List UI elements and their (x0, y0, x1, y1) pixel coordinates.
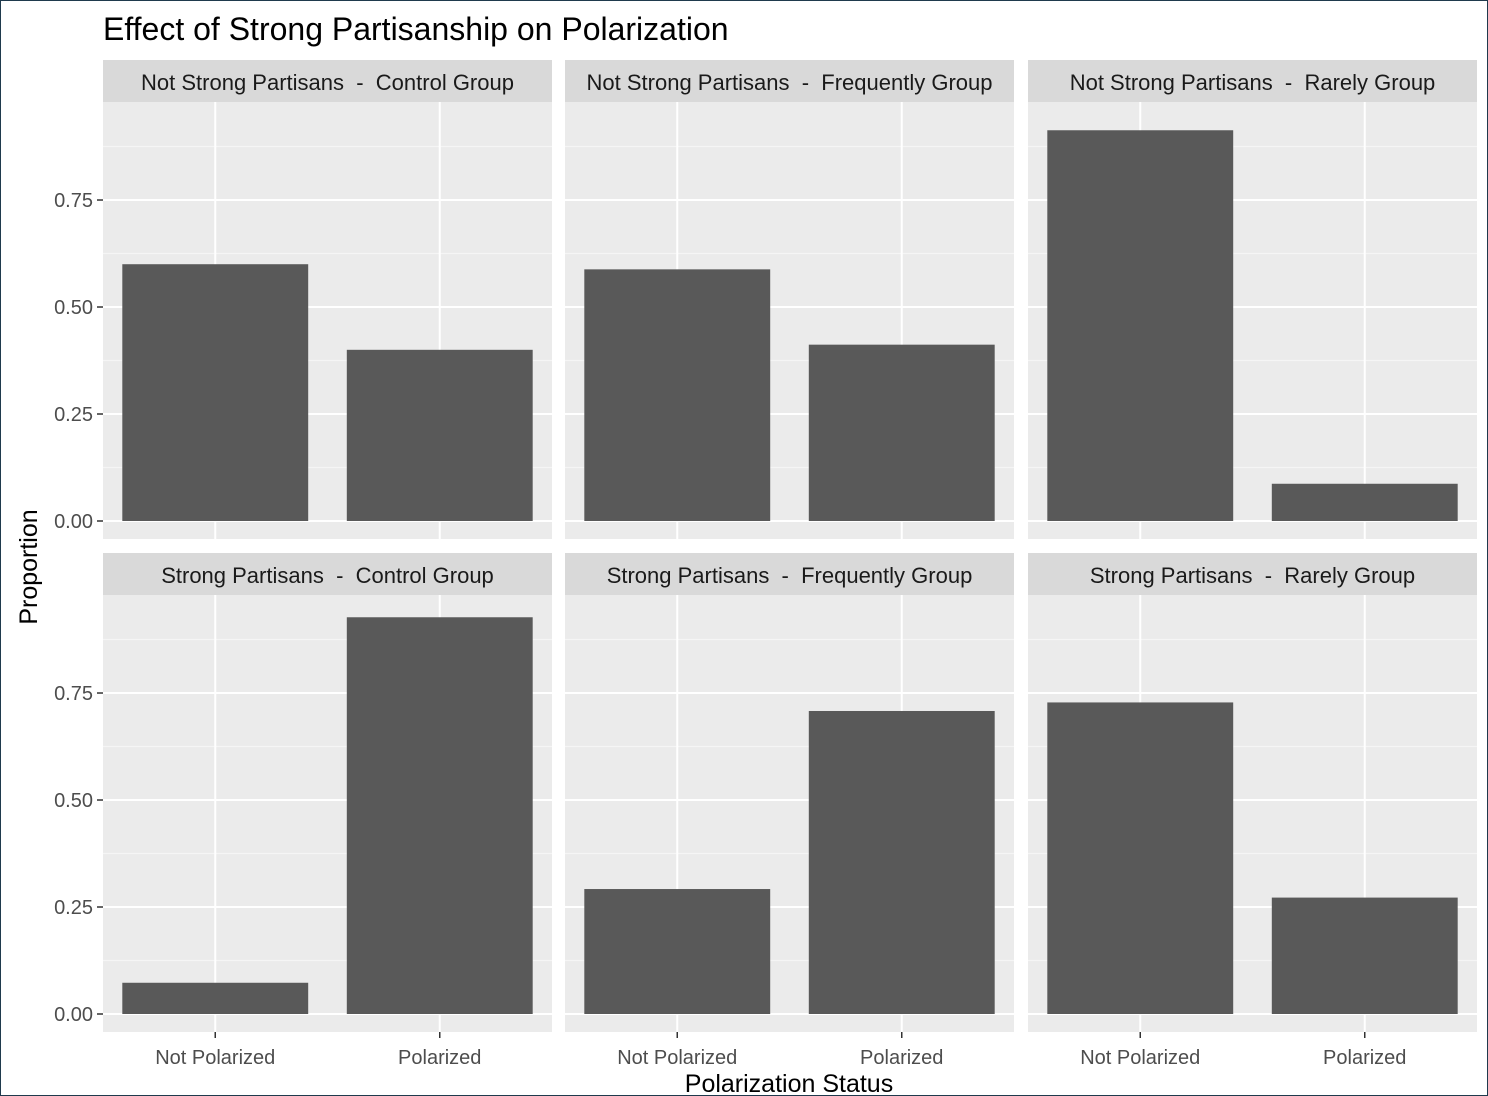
y-axis-title: Proportion (15, 509, 43, 624)
bar (584, 889, 771, 1014)
facet-strip (103, 553, 552, 595)
facet-panel: Not Strong Partisans - Control Group 0.00… (54, 60, 552, 539)
bar (122, 982, 309, 1014)
facet-panel: Strong Partisans - Rarely Group Not Polar… (1028, 553, 1477, 1069)
facet-strip (565, 553, 1014, 595)
bar (346, 349, 533, 521)
facet-strip (1028, 60, 1477, 102)
x-tick-label: Not Polarized (1080, 1047, 1200, 1069)
bar (1047, 702, 1234, 1014)
y-tick-label: 0.00 (54, 1004, 93, 1026)
y-tick-label: 0.25 (54, 897, 93, 919)
x-axis-title: Polarization Status (685, 1070, 893, 1096)
facet-strip-label: Strong Partisans - Rarely Group (1090, 563, 1415, 588)
bar (584, 269, 771, 521)
bar (1271, 483, 1458, 521)
x-tick-label: Not Polarized (155, 1047, 275, 1069)
y-tick-label: 0.00 (54, 511, 93, 533)
bar (808, 344, 995, 521)
facet-strip-label: Not Strong Partisans - Control Group (141, 70, 514, 95)
chart-title: Effect of Strong Partisanship on Polariz… (103, 11, 729, 47)
facet-panel: Not Strong Partisans - Frequently Group (565, 60, 1014, 539)
bar (808, 710, 995, 1014)
facet-strip-label: Strong Partisans - Control Group (161, 563, 494, 588)
facet-strip-label: Not Strong Partisans - Rarely Group (1070, 70, 1436, 95)
bar (346, 617, 533, 1014)
facet-strip-label: Not Strong Partisans - Frequently Group (587, 70, 993, 95)
x-tick-label: Not Polarized (617, 1047, 737, 1069)
facet-panels: Not Strong Partisans - Control Group 0.00… (54, 60, 1477, 1069)
facet-strip-label: Strong Partisans - Frequently Group (607, 563, 973, 588)
y-tick-label: 0.25 (54, 404, 93, 426)
y-tick-label: 0.75 (54, 190, 93, 212)
facet-strip (103, 60, 552, 102)
x-tick-label: Polarized (398, 1047, 481, 1069)
facet-strip (565, 60, 1014, 102)
bar (1271, 897, 1458, 1014)
bar (1047, 130, 1234, 521)
y-tick-label: 0.50 (54, 297, 93, 319)
facet-panel: Strong Partisans - Frequently Group Not P… (565, 553, 1014, 1069)
facet-panel: Strong Partisans - Control Group 0.00 0.25… (54, 553, 552, 1069)
x-tick-label: Polarized (860, 1047, 943, 1069)
x-tick-label: Polarized (1323, 1047, 1406, 1069)
facet-panel: Not Strong Partisans - Rarely Group (1028, 60, 1477, 539)
y-tick-label: 0.75 (54, 683, 93, 705)
facet-strip (1028, 553, 1477, 595)
bar (122, 264, 309, 521)
y-tick-label: 0.50 (54, 790, 93, 812)
